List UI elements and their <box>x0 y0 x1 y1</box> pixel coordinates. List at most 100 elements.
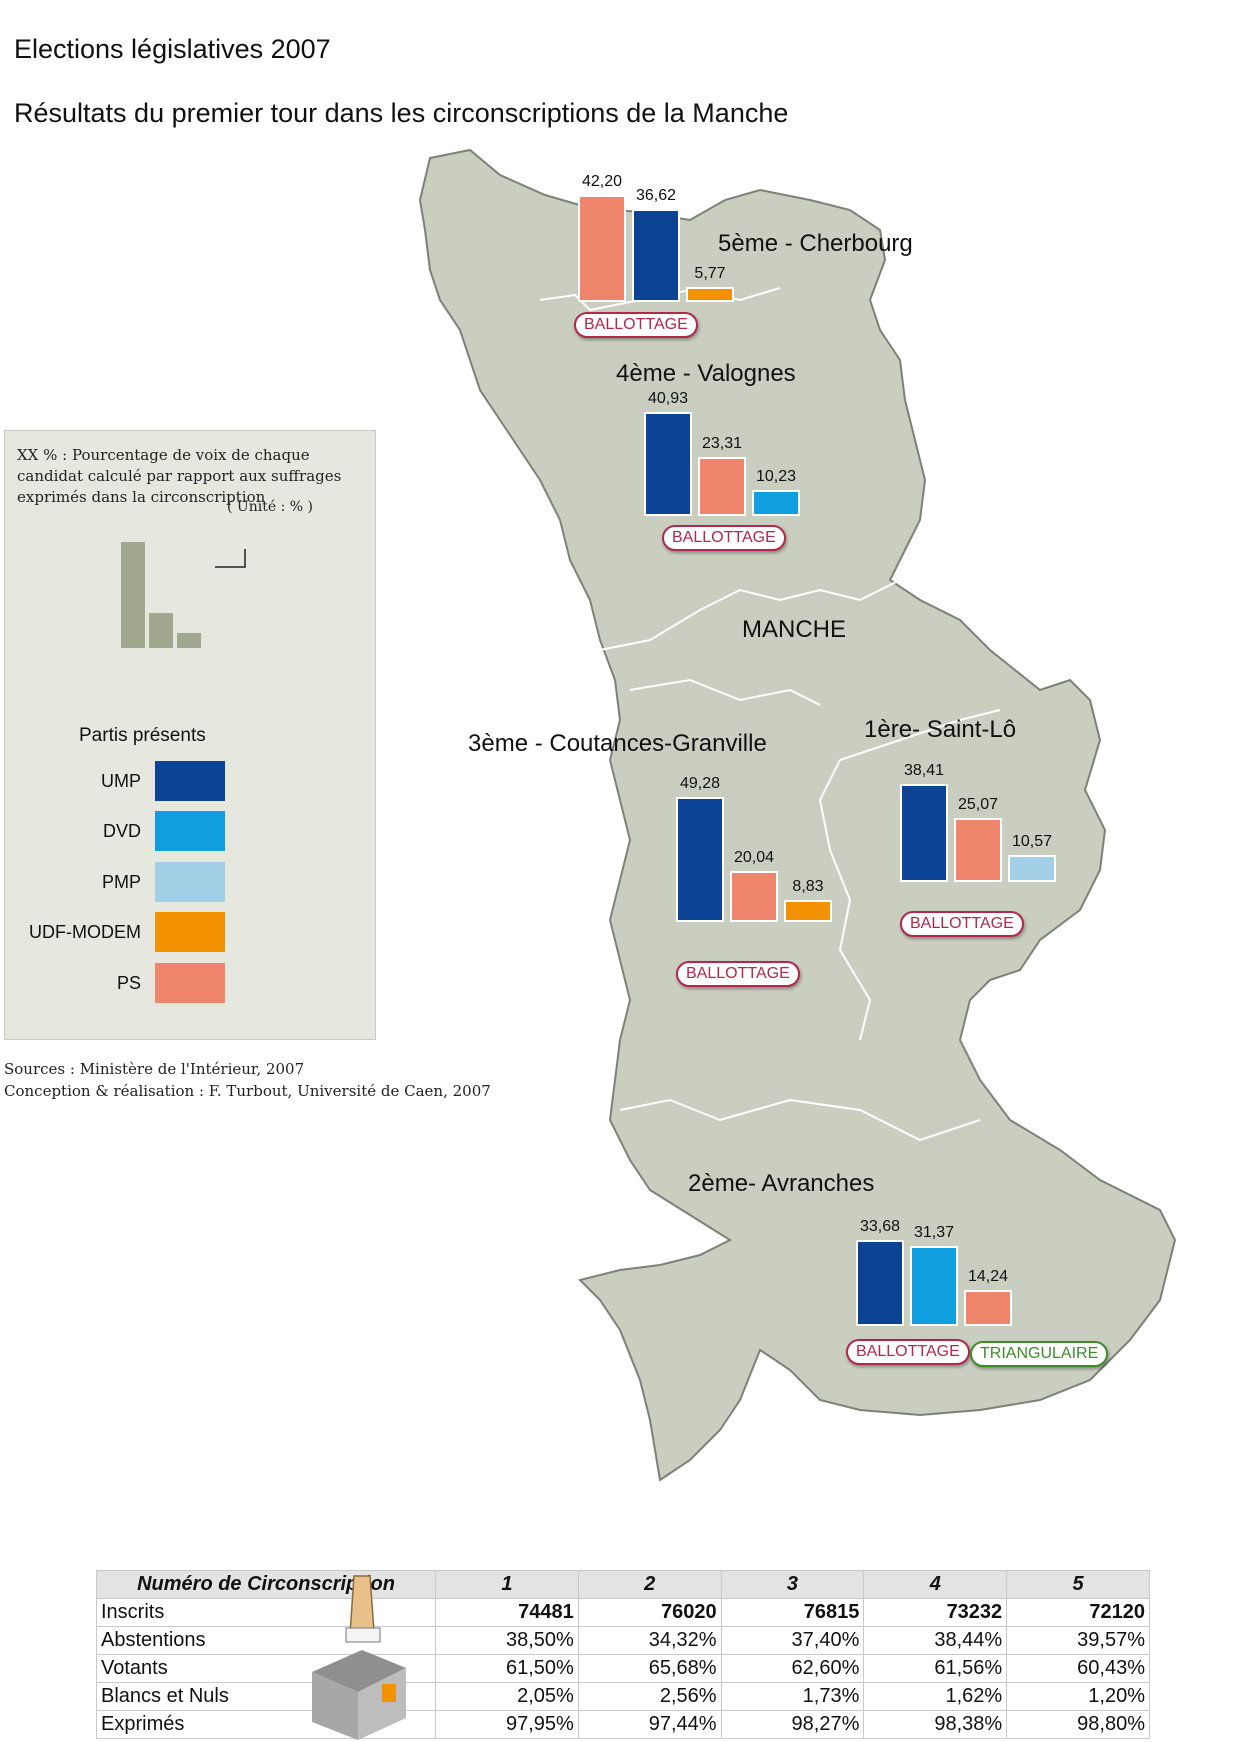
table-header-cell: Numéro de Circonscription <box>96 1570 436 1599</box>
table-cell: 60,43% <box>1006 1654 1150 1683</box>
bar-value-label: 8,83 <box>792 877 824 895</box>
page-subtitle: Résultats du premier tour dans les circo… <box>14 98 789 128</box>
bar-ps <box>698 456 746 516</box>
legend-item-pmp: PMP <box>5 862 365 906</box>
bar-dvd <box>910 1246 958 1326</box>
bar-value-label: 36,62 <box>635 186 677 204</box>
district-label-cherbourg: 5ème - Cherbourg <box>718 230 913 257</box>
triangulaire-badge: TRIANGULAIRE <box>970 1341 1109 1367</box>
table-cell: 72120 <box>1006 1598 1150 1627</box>
district-label-saint-lo: 1ère- Saint-Lô <box>864 716 1017 743</box>
legend-item-ps: PS <box>5 963 365 1007</box>
table-cell: 38,50% <box>435 1626 579 1655</box>
legend-note: XX % : Pourcentage de voix de chaque can… <box>17 446 342 506</box>
table-cell: 1,20% <box>1006 1682 1150 1711</box>
bar-ump <box>900 784 948 882</box>
legend-label: UDF-MODEM <box>29 922 141 942</box>
table-cell: 76815 <box>720 1598 865 1627</box>
legend-swatch <box>155 761 225 801</box>
bar-ump <box>644 412 692 516</box>
bar-udf-modem <box>784 899 832 922</box>
table-header-cell: 5 <box>1006 1570 1150 1599</box>
bar-value-label: 33,68 <box>859 1218 901 1236</box>
table-cell: 39,57% <box>1006 1626 1150 1655</box>
bar-value-label: 14,24 <box>967 1267 1009 1285</box>
table-cell: 76020 <box>577 1598 722 1627</box>
legend-label: UMP <box>101 771 141 791</box>
table-cell: 98,27% <box>720 1710 865 1739</box>
department-label: MANCHE <box>742 616 847 643</box>
table-cell: 61,50% <box>435 1654 579 1683</box>
table-row: Votants 61,50% 65,68% 62,60% 61,56% 60,4… <box>96 1654 1150 1683</box>
table-header-cell: 4 <box>863 1570 1008 1599</box>
table-cell: 1,62% <box>863 1682 1008 1711</box>
bar-value-label: 40,93 <box>647 390 689 408</box>
table-cell: 61,56% <box>863 1654 1008 1683</box>
district-label-valognes: 4ème - Valognes <box>616 360 796 387</box>
table-row: Abstentions 38,50% 34,32% 37,40% 38,44% … <box>96 1626 1150 1655</box>
table-cell: 38,44% <box>863 1626 1008 1655</box>
legend-heading: Partis présents <box>79 725 206 746</box>
bar-ump <box>856 1240 904 1326</box>
bar-value-label: 10,23 <box>755 468 797 486</box>
table-cell: 62,60% <box>720 1654 865 1683</box>
bar-value-label: 38,41 <box>903 762 945 780</box>
bar-value-label: 5,77 <box>694 265 726 283</box>
table-cell: 2,56% <box>577 1682 722 1711</box>
bar-value-label: 42,20 <box>581 172 623 190</box>
sources-line: Sources : Ministère de l'Intérieur, 2007 <box>4 1060 305 1078</box>
table-cell: 74481 <box>435 1598 579 1627</box>
district-label-avranches: 2ème- Avranches <box>688 1170 875 1197</box>
bar-ps <box>578 194 626 302</box>
table-cell: 73232 <box>863 1598 1008 1627</box>
legend-unit: ( Unité : % ) <box>227 499 313 515</box>
table-row: Inscrits 74481 76020 76815 73232 72120 <box>96 1598 1150 1627</box>
department-outline <box>418 148 1177 1482</box>
table-cell: 2,05% <box>435 1682 579 1711</box>
table-cell: 37,40% <box>720 1626 865 1655</box>
table-cell: 98,38% <box>863 1710 1008 1739</box>
bar-value-label: 20,04 <box>733 849 775 867</box>
ballottage-badge: BALLOTTAGE <box>662 525 786 551</box>
legend-swatch <box>155 811 225 851</box>
table-cell: 65,68% <box>577 1654 722 1683</box>
ballottage-badge: BALLOTTAGE <box>900 911 1024 937</box>
bar-ps <box>954 818 1002 882</box>
legend-label: PS <box>116 973 141 993</box>
legend-item-ump: UMP <box>5 761 365 805</box>
bar-value-label: 10,57 <box>1011 833 1053 851</box>
table-header-cell: 1 <box>435 1570 579 1599</box>
sources-credit: Sources : Ministère de l'Intérieur, 2007… <box>4 1058 491 1102</box>
legend-panel: XX % : Pourcentage de voix de chaque can… <box>4 430 376 1040</box>
bar-udf-modem <box>686 287 734 302</box>
table-cell: 98,80% <box>1006 1710 1150 1739</box>
legend-swatch <box>155 862 225 902</box>
bar-dvd <box>752 490 800 516</box>
table-cell: 97,95% <box>435 1710 579 1739</box>
page-title: Elections législatives 2007 <box>14 34 331 64</box>
ballottage-badge: BALLOTTAGE <box>846 1339 970 1365</box>
bar-ump <box>676 796 724 922</box>
table-cell: 97,44% <box>577 1710 722 1739</box>
ballottage-badge: BALLOTTAGE <box>676 961 800 987</box>
legend-item-dvd: DVD <box>5 811 365 855</box>
ballot-box-icon <box>312 1575 406 1740</box>
table-cell: 34,32% <box>577 1626 722 1655</box>
table-header-cell: 2 <box>577 1570 722 1599</box>
bar-value-label: 31,37 <box>913 1224 955 1242</box>
bar-value-label: 25,07 <box>957 796 999 814</box>
table-header-row: Numéro de Circonscription 1 2 3 4 5 <box>96 1570 1150 1599</box>
bar-pmp <box>1008 855 1056 882</box>
bar-value-label: 49,28 <box>679 774 721 792</box>
table-row: Blancs et Nuls 2,05% 2,56% 1,73% 1,62% 1… <box>96 1682 1150 1711</box>
bar-ump <box>632 208 680 302</box>
results-table: Numéro de Circonscription 1 2 3 4 5 Insc… <box>96 1570 1150 1739</box>
credits-line: Conception & réalisation : F. Turbout, U… <box>4 1082 491 1100</box>
legend-swatch <box>155 912 225 952</box>
legend-label: DVD <box>102 821 141 841</box>
bar-value-label: 23,31 <box>701 434 743 452</box>
legend-sample-chart <box>121 542 246 648</box>
district-label-coutances: 3ème - Coutances-Granville <box>468 730 767 757</box>
table-row: Exprimés 97,95% 97,44% 98,27% 98,38% 98,… <box>96 1710 1150 1739</box>
